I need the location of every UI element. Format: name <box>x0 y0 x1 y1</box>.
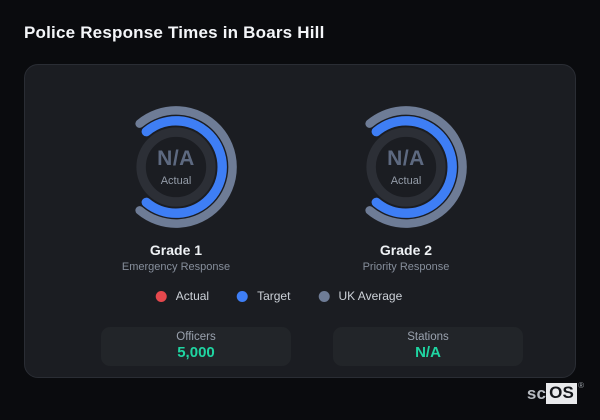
scos-logo-box: OS <box>546 383 577 404</box>
chart-legend: Actual Target UK Average <box>156 289 403 303</box>
target-legend-dot-icon <box>237 291 248 302</box>
uk-average-legend-dot-icon <box>318 291 329 302</box>
page: Police Response Times in Boars Hill N/A … <box>0 0 600 420</box>
gauge-grade-1-chart: N/A Actual <box>110 101 242 233</box>
gauge-grade-2: N/A Actual Grade 2 Priority Response <box>316 101 496 273</box>
stat-card-officers: Officers 5,000 <box>101 327 291 366</box>
actual-track-ring <box>371 132 441 202</box>
legend-label: Actual <box>176 289 209 303</box>
gauge-grade-1: N/A Actual Grade 1 Emergency Response <box>86 101 266 273</box>
response-times-panel: N/A Actual Grade 1 Emergency Response N/… <box>24 64 576 378</box>
gauge-title: Grade 2 <box>316 242 496 258</box>
gauge-subtitle: Emergency Response <box>86 261 266 273</box>
gauge-grade-2-chart: N/A Actual <box>340 101 472 233</box>
gauge-subtitle: Priority Response <box>316 261 496 273</box>
legend-item-target[interactable]: Target <box>237 289 290 303</box>
page-title: Police Response Times in Boars Hill <box>24 23 325 43</box>
gauge-svg <box>110 101 242 233</box>
stat-card-stations: Stations N/A <box>333 327 523 366</box>
legend-item-uk-average[interactable]: UK Average <box>318 289 402 303</box>
gauge-title: Grade 1 <box>86 242 266 258</box>
scos-logo-prefix: sc <box>527 384 546 404</box>
actual-legend-dot-icon <box>156 291 167 302</box>
stat-value: 5,000 <box>177 344 215 362</box>
registered-trademark-icon: ® <box>578 381 584 390</box>
stat-label: Officers <box>176 331 215 344</box>
stat-label: Stations <box>407 331 449 344</box>
legend-item-actual[interactable]: Actual <box>156 289 209 303</box>
legend-label: Target <box>257 289 290 303</box>
scos-logo: sc OS ® <box>527 383 584 404</box>
gauge-svg <box>340 101 472 233</box>
stat-value: N/A <box>415 344 441 362</box>
actual-track-ring <box>141 132 211 202</box>
legend-label: UK Average <box>338 289 402 303</box>
